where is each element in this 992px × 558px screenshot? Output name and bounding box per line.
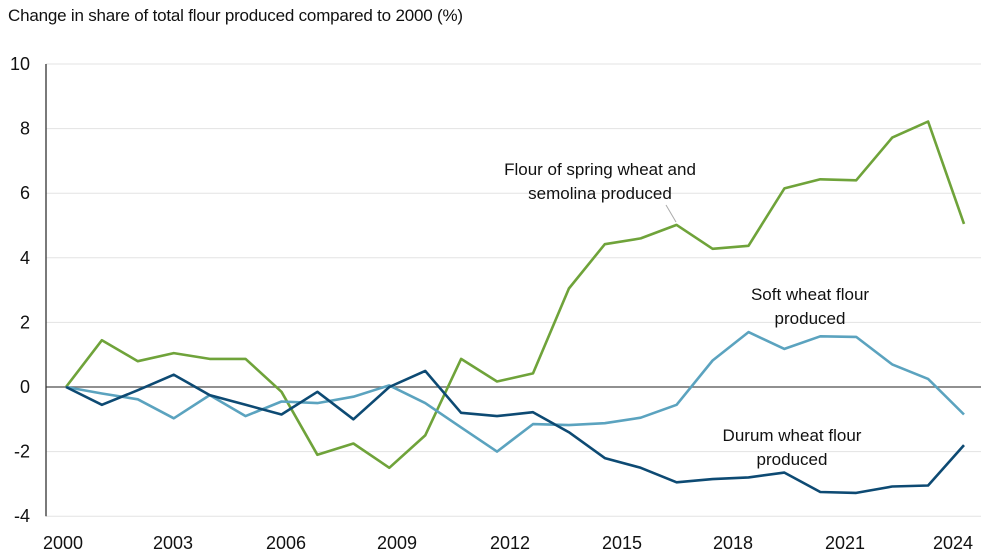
y-tick-label: -4: [14, 506, 30, 526]
soft-wheat-flour-line: [65, 330, 965, 453]
annotation-line: Flour of spring wheat and: [504, 160, 696, 179]
durum-wheat-flour-line: [65, 369, 965, 495]
series-annotations: Flour of spring wheat and semolina produc…: [504, 160, 869, 469]
x-tick-label: 2003: [153, 533, 193, 553]
x-tick-label: 2024: [933, 533, 973, 553]
y-axis-ticks: 10 8 6 4 2 0 -2 -4: [10, 54, 30, 526]
annotation-line: produced: [775, 309, 846, 328]
annotation-soft-wheat: Soft wheat flour produced: [751, 285, 869, 328]
y-tick-label: 4: [20, 248, 30, 268]
annotation-line: Durum wheat flour: [723, 426, 862, 445]
y-tick-label: 2: [20, 312, 30, 332]
x-tick-label: 2000: [43, 533, 83, 553]
annotation-line: produced: [757, 450, 828, 469]
x-tick-label: 2009: [377, 533, 417, 553]
annotation-spring-wheat: Flour of spring wheat and semolina produc…: [504, 160, 696, 203]
annotation-line: Soft wheat flour: [751, 285, 869, 304]
y-tick-label: -2: [14, 442, 30, 462]
annotation-line: semolina produced: [528, 184, 672, 203]
spring-wheat-semolina-line: [64, 120, 966, 470]
x-axis-ticks: 2000 2003 2006 2009 2012 2015 2018 2021 2024: [43, 533, 973, 553]
y-tick-label: 0: [20, 377, 30, 397]
gridlines: [46, 63, 981, 517]
x-tick-label: 2021: [825, 533, 865, 553]
x-tick-label: 2018: [713, 533, 753, 553]
annotation-durum-wheat: Durum wheat flour produced: [723, 426, 862, 469]
x-tick-label: 2012: [490, 533, 530, 553]
y-tick-label: 10: [10, 54, 30, 74]
y-tick-label: 8: [20, 119, 30, 139]
annotation-leader-line: [665, 204, 677, 223]
x-tick-label: 2006: [266, 533, 306, 553]
series-lines: [64, 120, 966, 495]
x-tick-label: 2015: [602, 533, 642, 553]
chart-title: Change in share of total flour produced …: [8, 6, 463, 25]
y-tick-label: 6: [20, 183, 30, 203]
